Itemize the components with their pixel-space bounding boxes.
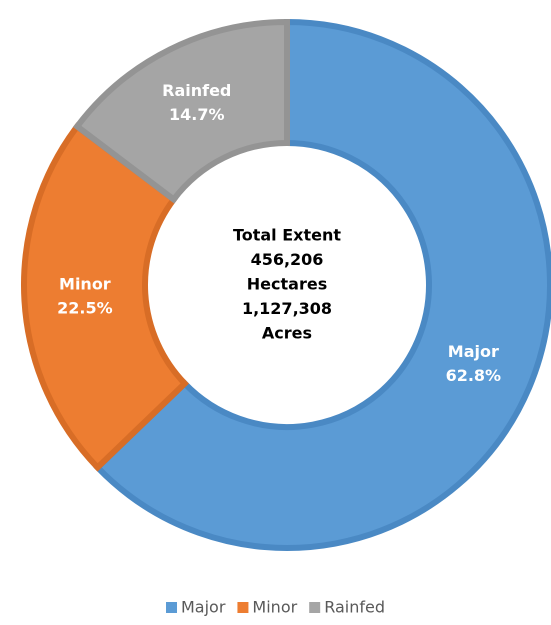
segment-name: Minor [59,275,111,294]
legend-label: Major [181,598,226,617]
legend-label: Minor [252,598,297,617]
segment-value: 62.8% [446,366,502,385]
donut-segment [72,18,290,204]
donut-segment [93,18,551,551]
segment-name: Major [448,342,499,361]
center-text: 1,127,308 [242,299,332,318]
center-text: Hectares [247,275,327,294]
legend-swatch [237,602,249,613]
donut-segment [21,122,189,472]
legend-label: Rainfed [324,598,385,617]
legend-swatch [166,602,178,613]
legend-swatch [309,602,321,613]
segment-name: Rainfed [162,81,231,100]
segment-value: 22.5% [57,299,113,318]
center-text: Acres [262,324,312,343]
center-text: 456,206 [251,250,324,269]
segment-value: 14.7% [169,105,225,124]
center-text: Total Extent [233,226,341,245]
